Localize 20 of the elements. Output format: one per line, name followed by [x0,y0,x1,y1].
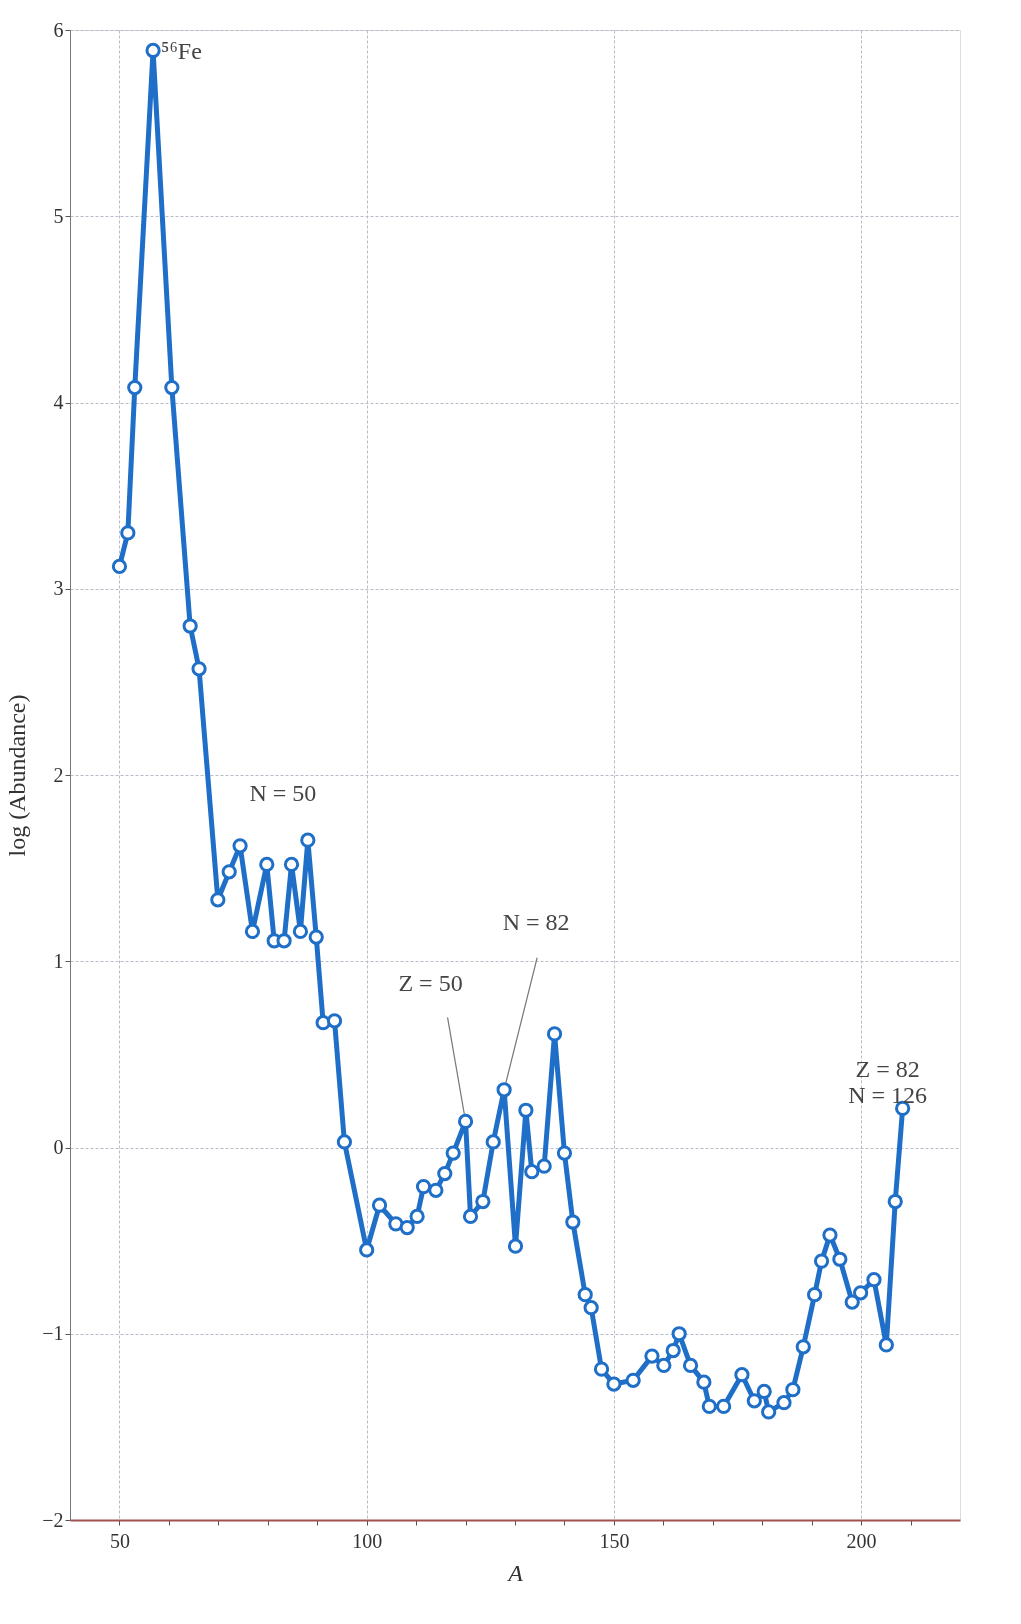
y-axis-title: log (Abundance) [4,694,31,857]
annotation: Z = 50 [398,970,463,997]
y-tick-label: 1 [53,949,64,972]
x-tick-label: 150 [599,1529,630,1552]
annotation: ⁵⁶Fe [161,38,202,65]
y-tick-label: 5 [53,204,64,227]
annotation: N = 50 [249,780,317,807]
x-tick-label: 50 [109,1529,130,1552]
y-tick-label: 2 [53,763,64,786]
x-tick-label: 200 [846,1529,877,1552]
x-axis-title: A [506,1559,524,1586]
annotation: N = 82 [502,908,570,935]
y-tick-label: −2 [42,1508,64,1531]
y-tick-label: 6 [53,18,64,41]
annotation: Z = 82 N = 126 [848,1056,928,1109]
y-tick-label: 0 [53,1136,64,1158]
y-tick-label: −1 [42,1322,64,1345]
y-tick-label: 3 [53,577,64,600]
y-tick-label: 4 [53,391,64,413]
x-tick-label: 100 [352,1529,383,1552]
